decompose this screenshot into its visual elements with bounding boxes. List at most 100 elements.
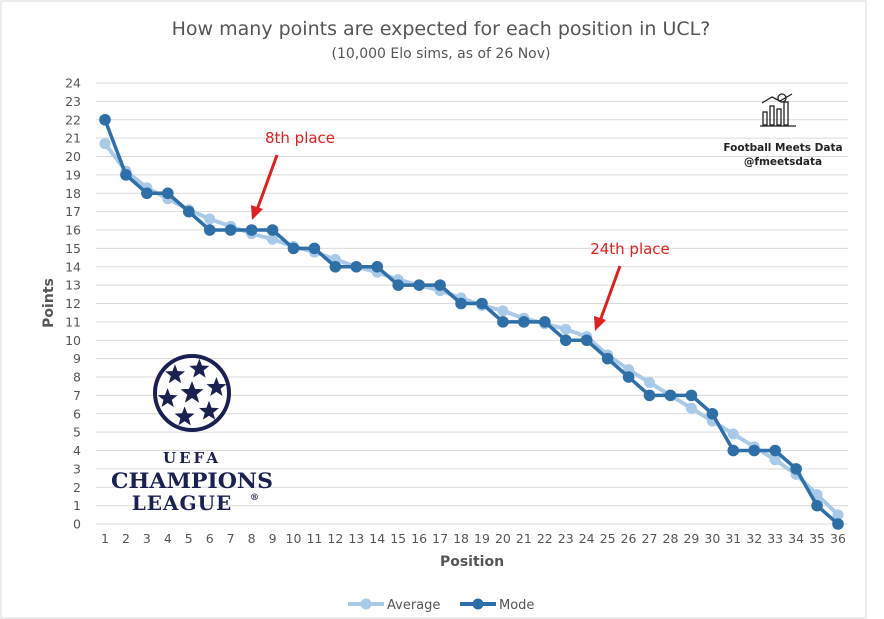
annotation-24th-place: 24th place	[590, 240, 670, 258]
logo-league-text: LEAGUE	[132, 491, 233, 515]
x-axis-label: Position	[440, 554, 504, 570]
data-point-mode	[141, 187, 153, 200]
x-tick-label: 18	[453, 531, 469, 546]
data-point-average	[560, 323, 572, 335]
y-tick-label: 14	[65, 259, 81, 274]
brand-name: Football Meets Data	[723, 142, 842, 154]
data-point-mode	[245, 224, 258, 236]
x-tick-label: 9	[269, 531, 277, 546]
legend-item-mode: Mode	[460, 598, 534, 613]
branding-block: Football Meets Data @fmeetsdata	[723, 93, 843, 168]
data-point-average	[727, 428, 739, 440]
data-point-mode	[539, 316, 551, 328]
annotation-arrowhead-24th	[594, 316, 606, 331]
x-tick-label: 16	[411, 531, 427, 546]
series-mode	[99, 113, 844, 530]
data-point-mode	[162, 187, 174, 200]
x-tick-label: 7	[227, 531, 235, 546]
y-tick-label: 7	[73, 388, 81, 403]
x-tick-label: 25	[600, 531, 616, 546]
data-point-mode	[832, 518, 844, 530]
data-point-mode	[664, 389, 677, 402]
y-tick-label: 2	[73, 480, 81, 495]
logo-uefa-text: UEFA	[163, 449, 221, 467]
y-tick-label: 16	[65, 223, 81, 238]
champions-league-logo: UEFA CHAMPIONS LEAGUE ®	[111, 354, 273, 515]
data-point-average	[497, 305, 509, 317]
x-tick-label: 2	[122, 531, 130, 546]
data-point-mode	[224, 224, 237, 236]
chart-subtitle: (10,000 Elo sims, as of 26 Nov)	[332, 46, 551, 62]
annotation-arrowhead-8th	[251, 205, 263, 220]
y-tick-label: 24	[65, 76, 81, 91]
data-point-mode	[811, 499, 823, 512]
star-shape	[189, 358, 210, 378]
data-point-mode	[622, 371, 635, 383]
y-tick-label: 13	[65, 278, 81, 293]
x-tick-label: 27	[642, 531, 658, 546]
data-point-mode	[120, 169, 132, 181]
logo-registered-mark: ®	[250, 493, 259, 503]
data-point-average	[685, 402, 697, 414]
star-shape	[174, 406, 195, 426]
y-tick-label: 21	[65, 131, 81, 146]
growth-chart-icon	[760, 93, 796, 127]
x-tick-label: 29	[683, 531, 699, 546]
x-tick-label: 36	[830, 531, 846, 546]
data-point-mode	[769, 444, 781, 457]
x-tick-label: 3	[143, 531, 151, 546]
annotation-arrow-8th	[255, 154, 279, 211]
chart-title: How many points are expected for each po…	[172, 18, 711, 40]
data-point-mode	[559, 334, 572, 347]
star-shape	[199, 400, 219, 420]
data-point-mode	[455, 297, 467, 310]
y-tick-label: 11	[65, 314, 81, 329]
annotation-arrow-24th	[598, 265, 622, 322]
x-tick-label: 21	[516, 531, 532, 546]
y-tick-label: 17	[65, 204, 81, 219]
data-point-average	[204, 213, 216, 225]
annotations-layer: 8th place 24th place	[251, 129, 670, 331]
y-tick-label: 22	[65, 112, 81, 127]
data-point-mode	[790, 463, 802, 475]
data-point-mode	[476, 297, 488, 310]
data-point-mode	[308, 242, 321, 255]
y-tick-label: 15	[65, 241, 81, 256]
x-tick-label: 20	[495, 531, 511, 546]
x-tick-label: 19	[474, 531, 490, 546]
star-shape	[157, 388, 178, 407]
data-point-average	[769, 454, 781, 466]
legend-label-mode: Mode	[499, 598, 534, 613]
x-tick-label: 22	[537, 531, 553, 546]
y-tick-label: 0	[73, 517, 81, 532]
data-point-average	[99, 138, 111, 150]
data-point-average	[644, 377, 656, 389]
x-tick-label: 28	[663, 531, 679, 546]
data-point-mode	[580, 334, 593, 347]
y-tick-label: 4	[73, 443, 81, 458]
x-tick-label: 8	[248, 531, 256, 546]
y-tick-label: 18	[65, 186, 81, 201]
x-tick-label: 14	[369, 531, 385, 546]
y-tick-label: 12	[65, 296, 81, 311]
brand-handle: @fmeetsdata	[744, 156, 822, 168]
x-tick-label: 17	[432, 531, 448, 546]
data-point-mode	[371, 260, 384, 273]
data-point-mode	[329, 260, 342, 273]
x-tick-label: 23	[558, 531, 574, 546]
data-point-mode	[685, 389, 698, 402]
data-point-mode	[748, 444, 761, 457]
x-tick-label: 13	[348, 531, 364, 546]
data-point-mode	[434, 279, 446, 291]
y-tick-label: 23	[65, 94, 81, 109]
x-axis-ticks: 1 2 3 4 5 6 7 8 9 10 11 12 13 14 15 16 17 18 19 20 21 22 23 24 2…	[101, 531, 846, 546]
star-shape	[180, 381, 204, 403]
x-tick-label: 32	[746, 531, 762, 546]
x-tick-label: 31	[725, 531, 741, 546]
y-tick-label: 1	[73, 498, 81, 513]
y-tick-label: 9	[73, 351, 81, 366]
data-point-mode	[182, 205, 195, 218]
data-point-mode	[413, 279, 425, 291]
